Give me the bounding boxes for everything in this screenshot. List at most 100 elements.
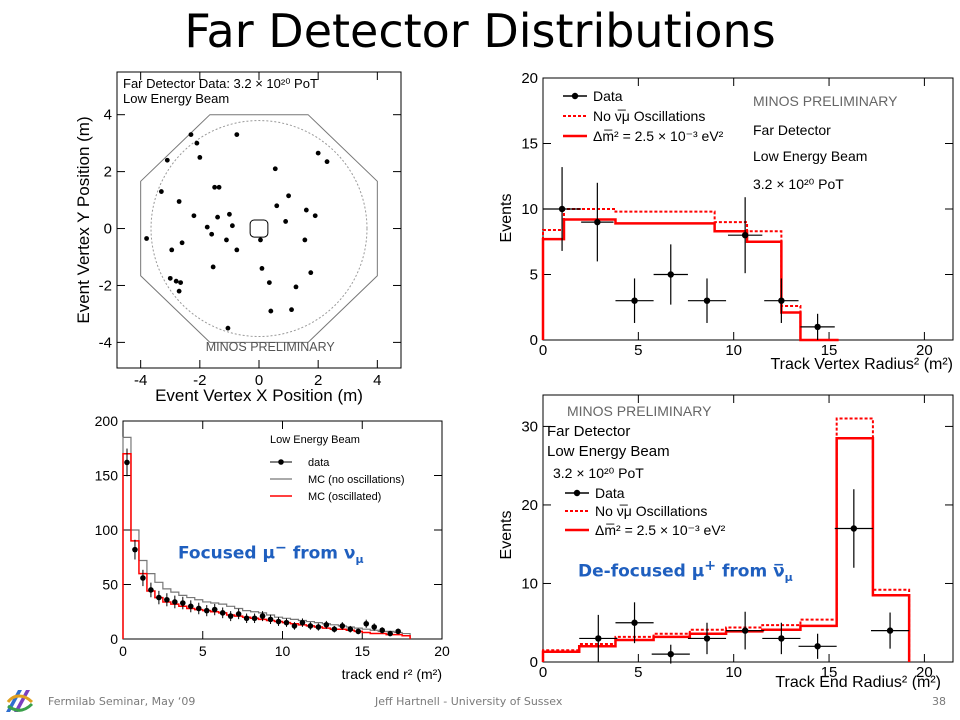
x-tick-label: 20: [916, 342, 933, 359]
data-point: [203, 607, 210, 614]
vertex-point: [283, 219, 289, 224]
data-point: [741, 232, 749, 239]
x-tick-label: 0: [119, 643, 127, 659]
detector-octagon: [140, 114, 378, 343]
y-tick-label: 200: [95, 413, 119, 429]
x-tick-label: 10: [275, 643, 291, 659]
legend-data-label: data: [308, 457, 330, 469]
data-point: [291, 623, 298, 629]
y-tick-label: 0: [530, 654, 538, 671]
y-tick-label: -4: [99, 334, 112, 351]
data-point: [132, 546, 138, 553]
track-vertex-radius-chart: 0 5 10 15 20 0 5 10 15 20 Data No ν̅μ Oscillations Δ…: [498, 70, 954, 373]
vertex-point: [229, 223, 235, 229]
data-point: [778, 635, 785, 642]
vertex-point: [272, 166, 278, 172]
data-point: [235, 611, 242, 617]
data-point: [299, 619, 306, 626]
vertex-point: [197, 154, 203, 160]
annotation-preliminary: MINOS PRELIMINARY: [567, 403, 712, 419]
focused-caption-sub: μ: [355, 553, 364, 567]
x-tick-label: 15: [821, 664, 838, 681]
annotation-detector: Far Detector: [753, 122, 831, 138]
vertex-point: [178, 280, 184, 286]
vertex-point: [158, 189, 164, 194]
vertex-point: [179, 240, 185, 246]
vertex-point: [164, 157, 170, 163]
data-point: [886, 627, 894, 634]
data-point: [211, 606, 218, 613]
legend-data-marker: [573, 489, 581, 497]
data-point: [703, 635, 711, 642]
y-tick-label: 5: [530, 267, 538, 284]
data-point: [148, 587, 154, 593]
focused-caption: Focused μ− from νμ: [178, 540, 364, 566]
data-point: [667, 650, 674, 658]
data-point: [251, 615, 258, 622]
data-point: [741, 627, 749, 634]
x-axis-label: track end r² (m²): [342, 666, 442, 682]
y-tick-label: 10: [521, 575, 538, 592]
footer-page-number: 38: [932, 695, 946, 708]
vertex-point: [315, 150, 321, 156]
vertex-point: [303, 207, 309, 213]
defocused-caption-sub: μ: [784, 571, 793, 585]
defocused-caption-sup: +: [704, 558, 717, 574]
fermilab-logo-icon: [6, 690, 34, 712]
data-point: [631, 619, 638, 626]
data-point: [259, 613, 266, 619]
data-point: [267, 616, 274, 623]
data-point: [595, 635, 602, 642]
y-tick-label: 0: [530, 332, 538, 349]
data-point: [187, 603, 194, 610]
plot-frame: [122, 420, 443, 640]
data-point: [339, 623, 346, 629]
legend-title: Low Energy Beam: [270, 434, 360, 446]
data-point: [387, 630, 393, 637]
y-tick-label: 2: [104, 164, 112, 181]
vertex-point: [167, 275, 173, 281]
legend-osc-label: Δm̅² = 2.5 × 10⁻³ eV²: [593, 128, 724, 144]
vertex-point: [191, 213, 197, 219]
data-point: [331, 626, 338, 632]
annotation-beam: Low Energy Beam: [123, 91, 229, 106]
vertex-point: [302, 237, 308, 243]
y-tick-label: 0: [104, 221, 112, 238]
x-tick-label: 20: [434, 643, 450, 659]
mc-oscillated-hist: [541, 436, 911, 662]
vertex-point: [227, 211, 232, 217]
data-point: [275, 618, 282, 625]
data-point: [180, 600, 186, 606]
mc-oscillated-hist: [541, 218, 839, 342]
x-axis-label: Track Vertex Radius² (m²): [770, 356, 953, 373]
data-point: [323, 622, 330, 628]
y-tick-label: 50: [102, 577, 118, 593]
y-tick-label: 30: [521, 418, 538, 435]
vertex-point: [225, 325, 231, 331]
vertex-point: [194, 140, 200, 146]
y-axis-label: Events: [498, 511, 515, 560]
annotation-detector: Far Detector: [547, 423, 630, 440]
annotation-pot: 3.2 × 10²⁰ PoT: [753, 176, 844, 192]
vertex-point: [210, 264, 216, 270]
data-point: [307, 623, 314, 629]
x-tick-label: 20: [916, 664, 933, 681]
vertex-point: [266, 280, 272, 286]
legend-noosc-label: No ν̅μ Oscillations: [595, 503, 707, 519]
x-axis-label: Event Vertex X Position (m): [155, 386, 363, 405]
vertex-point: [169, 247, 175, 253]
vertex-point: [173, 278, 179, 284]
vertex-point: [216, 184, 222, 190]
fiducial-circle: [150, 120, 368, 338]
x-tick-label: -2: [193, 372, 206, 389]
vertex-point: [188, 132, 194, 138]
data-point: [283, 619, 290, 626]
x-tick-label: 4: [373, 372, 381, 389]
data-point: [558, 205, 566, 213]
data-point: [347, 626, 354, 632]
vertex-point: [308, 270, 314, 276]
vertex-point: [144, 236, 149, 241]
coil-hole: [249, 219, 269, 238]
y-axis-label: Event Vertex Y Position (m): [75, 116, 93, 323]
data-point: [219, 610, 226, 616]
